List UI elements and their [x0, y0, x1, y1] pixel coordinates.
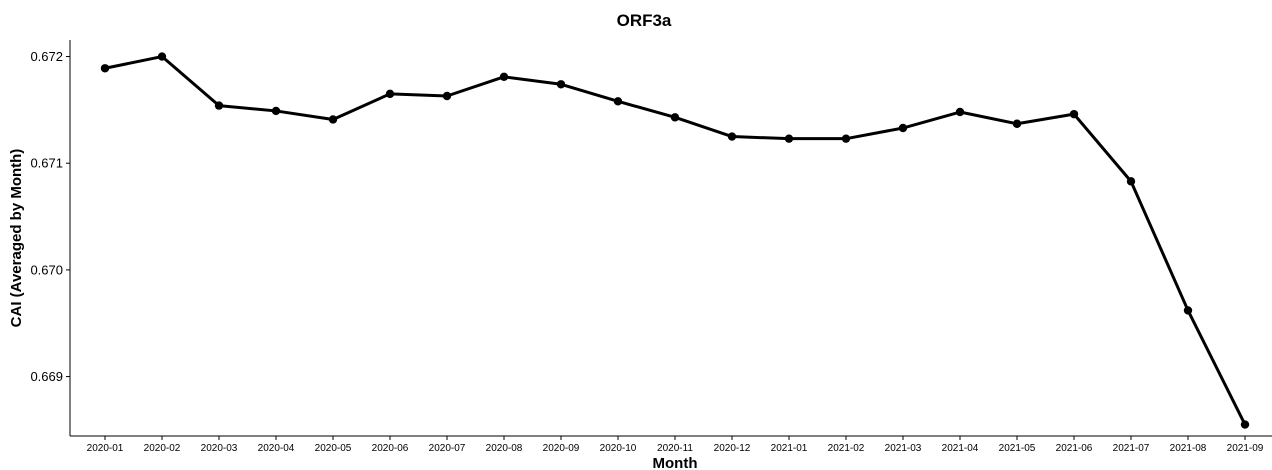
x-tick-label: 2020-02 [144, 443, 181, 454]
data-point-2021-05 [1012, 119, 1022, 128]
x-tick-label: 2021-04 [942, 443, 979, 454]
x-tick-label: 2020-06 [372, 443, 409, 454]
data-point-2021-03 [898, 123, 908, 133]
data-point-2021-07 [1126, 177, 1136, 186]
x-tick-label: 2020-01 [87, 443, 124, 454]
data-point-2020-12 [727, 132, 737, 141]
data-point-2021-02 [841, 134, 851, 143]
y-tick-label: 0.672 [30, 49, 63, 64]
x-tick-label: 2020-11 [657, 443, 693, 454]
data-point-2020-02 [157, 52, 167, 61]
data-point-2021-01 [784, 134, 794, 143]
x-ticks: 2020-01 2020-02 2020-03 2020-04 2020-05 2020-… [87, 436, 1264, 454]
y-axis-title: CAI (Averaged by Month) [8, 149, 25, 328]
data-point-2021-06 [1069, 109, 1079, 119]
x-tick-label: 2021-02 [828, 443, 865, 454]
data-point-2020-04 [271, 106, 281, 116]
data-point-2021-04 [955, 107, 965, 117]
x-tick-label: 2021-03 [885, 443, 922, 454]
data-point-2021-09 [1240, 420, 1250, 429]
data-point-2020-05 [328, 115, 338, 124]
data-point-2020-01 [100, 64, 110, 73]
data-point-2020-10 [613, 97, 623, 106]
y-tick-label: 0.669 [30, 369, 63, 384]
data-point-2020-11 [670, 113, 680, 122]
x-tick-label: 2020-05 [315, 443, 352, 454]
data-point-2020-06 [385, 89, 395, 99]
x-tick-label: 2021-06 [1056, 443, 1093, 454]
y-tick-label: 0.671 [30, 156, 63, 171]
x-tick-label: 2020-04 [258, 443, 295, 454]
x-tick-label: 2020-08 [486, 443, 523, 454]
x-tick-label: 2020-07 [429, 443, 466, 454]
data-point-2020-07 [442, 91, 452, 101]
x-tick-label: 2021-08 [1170, 443, 1207, 454]
x-tick-label: 2021-09 [1227, 443, 1264, 454]
data-point-2021-08 [1183, 306, 1193, 315]
x-axis-title: Month [653, 455, 698, 470]
chart-title: ORF3a [617, 11, 672, 30]
data-point-2020-08 [499, 72, 509, 82]
x-tick-label: 2020-09 [543, 443, 580, 454]
y-ticks: 0.669 0.670 0.671 0.672 [30, 49, 70, 384]
x-tick-label: 2020-10 [600, 443, 637, 454]
x-tick-label: 2020-03 [201, 443, 238, 454]
series-group [100, 52, 1250, 429]
x-tick-label: 2021-07 [1113, 443, 1150, 454]
data-point-2020-03 [214, 101, 224, 110]
y-tick-label: 0.670 [30, 262, 63, 277]
x-tick-label: 2021-05 [999, 443, 1036, 454]
data-point-2020-09 [556, 80, 566, 89]
x-tick-label: 2020-12 [714, 443, 751, 454]
x-tick-label: 2021-01 [771, 443, 808, 454]
